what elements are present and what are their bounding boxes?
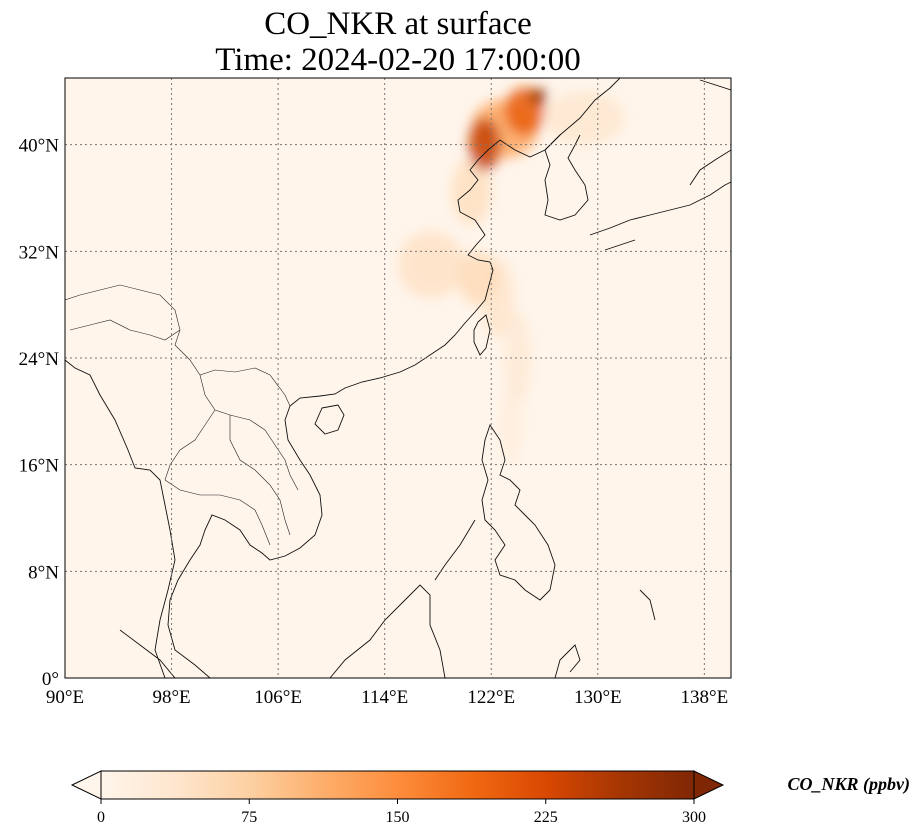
co-concentration-field bbox=[398, 87, 625, 465]
lon-tick-label: 122°E bbox=[467, 687, 515, 708]
co-plume bbox=[398, 231, 465, 298]
lon-tick-label: 98°E bbox=[152, 687, 190, 708]
china-coastline bbox=[289, 78, 731, 407]
philippines-coastline bbox=[434, 423, 556, 601]
latitude-ticks: 0° 8°N 16°N 24°N 32°N 40°N bbox=[19, 136, 60, 690]
sulawesi-coastline bbox=[554, 589, 656, 678]
coastlines-and-borders bbox=[65, 78, 731, 678]
lon-tick-label: 138°E bbox=[681, 687, 729, 708]
co-plume bbox=[500, 384, 522, 465]
japan-coastline bbox=[589, 149, 731, 251]
lon-tick-label: 130°E bbox=[574, 687, 622, 708]
colorbar-tick-label: 0 bbox=[97, 809, 105, 826]
taiwan-coastline bbox=[473, 314, 491, 356]
lat-tick-label: 0° bbox=[42, 669, 59, 690]
colorbar-tick-label: 300 bbox=[682, 809, 706, 826]
hainan-coastline bbox=[314, 404, 345, 435]
lat-tick-label: 32°N bbox=[19, 242, 60, 263]
indochina-coastline bbox=[167, 405, 323, 678]
co-plume bbox=[468, 118, 501, 172]
map-background bbox=[65, 78, 731, 678]
colorbar-gradient bbox=[101, 771, 694, 799]
colorbar-ticks: 0 75 150 225 300 bbox=[97, 799, 706, 826]
lon-tick-label: 106°E bbox=[254, 687, 302, 708]
co-plume bbox=[457, 251, 498, 305]
lat-tick-label: 16°N bbox=[19, 456, 60, 477]
lat-tick-label: 8°N bbox=[28, 562, 59, 583]
colorbar: 0 75 150 225 300 CO_NKR (ppbv) bbox=[70, 770, 911, 826]
lat-tick-label: 40°N bbox=[19, 136, 60, 157]
co-plume bbox=[504, 311, 532, 405]
co-plume bbox=[544, 91, 625, 145]
country-borders bbox=[65, 284, 299, 546]
myanmar-coastline bbox=[65, 359, 176, 678]
lat-tick-label: 24°N bbox=[19, 349, 60, 370]
map-frame bbox=[64, 77, 732, 679]
korea-coastline bbox=[544, 134, 589, 221]
colorbar-tick-label: 150 bbox=[386, 809, 410, 826]
co-plume bbox=[451, 158, 492, 225]
lon-tick-label: 90°E bbox=[46, 687, 84, 708]
map-subtitle-time: Time: 2024-02-20 17:00:00 bbox=[215, 42, 581, 78]
sumatra-coastline bbox=[119, 629, 176, 678]
map-title: CO_NKR at surface bbox=[264, 6, 532, 42]
longitude-ticks: 90°E 98°E 106°E 114°E 122°E 130°E 138°E bbox=[46, 687, 728, 708]
colorbar-extend-max bbox=[693, 770, 725, 800]
co-plume bbox=[528, 88, 548, 105]
colorbar-label: CO_NKR (ppbv) bbox=[788, 774, 911, 795]
colorbar-extend-min bbox=[70, 770, 102, 800]
colorbar-tick-label: 75 bbox=[241, 809, 257, 826]
colorbar-tick-label: 225 bbox=[534, 809, 558, 826]
gridlines bbox=[65, 78, 731, 678]
lon-tick-label: 114°E bbox=[361, 687, 408, 708]
borneo-coastline bbox=[329, 584, 446, 678]
